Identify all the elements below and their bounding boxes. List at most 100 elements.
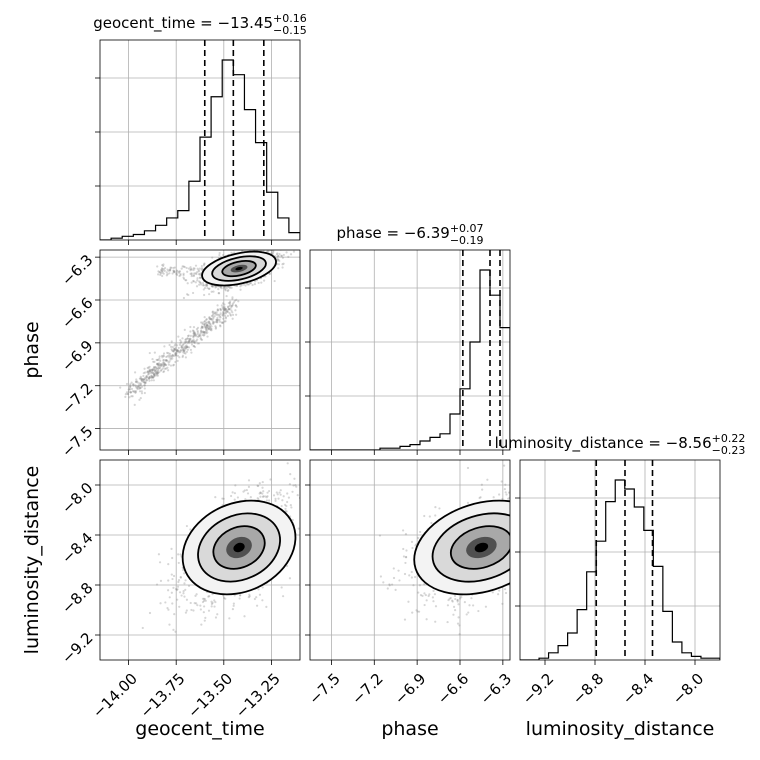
- scatter-point: [219, 286, 222, 289]
- scatter-point: [191, 329, 195, 332]
- scatter-point: [227, 306, 230, 309]
- scatter-point: [203, 331, 206, 334]
- scatter-point: [504, 491, 507, 494]
- scatter-point: [178, 343, 181, 346]
- scatter-point: [235, 284, 238, 288]
- scatter-point: [165, 271, 168, 274]
- scatter-point: [539, 528, 541, 530]
- scatter-point: [168, 343, 171, 347]
- scatter-point: [179, 339, 182, 342]
- scatter-point: [170, 266, 173, 269]
- scatter-point: [248, 283, 251, 286]
- scatter-point: [207, 324, 210, 327]
- scatter-point: [202, 330, 205, 334]
- scatter-point: [143, 367, 146, 370]
- scatter-point: [224, 316, 228, 319]
- scatter-point: [151, 369, 154, 372]
- scatter-point: [275, 253, 279, 256]
- scatter-point: [190, 341, 193, 344]
- scatter-point: [140, 392, 144, 395]
- scatter-point: [266, 235, 268, 237]
- scatter-point: [167, 589, 170, 592]
- scatter-point: [467, 611, 470, 614]
- scatter-point: [187, 339, 191, 343]
- scatter-point: [177, 335, 180, 338]
- scatter-point: [223, 303, 226, 306]
- scatter-point: [182, 348, 185, 352]
- scatter-point: [200, 330, 203, 333]
- scatter-point: [200, 330, 203, 333]
- scatter-point: [261, 599, 264, 602]
- scatter-point: [174, 352, 177, 355]
- scatter-point: [136, 388, 139, 391]
- scatter-point: [211, 284, 214, 288]
- scatter-point: [203, 323, 206, 327]
- scatter-point: [515, 513, 517, 515]
- scatter-point: [219, 285, 222, 289]
- scatter-point: [173, 348, 176, 351]
- scatter-point: [178, 270, 182, 273]
- scatter-point: [259, 491, 262, 494]
- scatter-point: [156, 372, 159, 375]
- scatter-point: [185, 346, 189, 349]
- scatter-point: [165, 363, 168, 367]
- scatter-point: [151, 368, 154, 372]
- scatter-point: [219, 307, 222, 311]
- scatter-point: [200, 268, 203, 271]
- scatter-point: [219, 308, 222, 311]
- scatter-point: [174, 347, 177, 350]
- scatter-point: [261, 480, 264, 484]
- scatter-point: [209, 318, 213, 321]
- scatter-point: [160, 269, 163, 272]
- scatter-point: [148, 376, 151, 379]
- scatter-point: [174, 360, 177, 364]
- scatter-point: [534, 470, 536, 472]
- scatter-point: [185, 609, 188, 612]
- scatter-point: [288, 577, 292, 580]
- scatter-point: [160, 270, 164, 273]
- scatter-point: [223, 308, 227, 311]
- scatter-point: [262, 279, 266, 282]
- scatter-point: [273, 279, 276, 283]
- scatter-point: [539, 565, 541, 567]
- scatter-point: [259, 495, 262, 498]
- scatter-point: [264, 495, 267, 498]
- scatter-point: [524, 541, 526, 543]
- scatter-point: [204, 328, 208, 331]
- scatter-point: [174, 354, 177, 357]
- scatter-point: [229, 494, 233, 498]
- scatter-point: [211, 311, 214, 314]
- scatter-point: [192, 336, 195, 339]
- scatter-point: [203, 286, 207, 290]
- scatter-point: [192, 280, 196, 283]
- scatter-point: [186, 348, 189, 351]
- scatter-point: [210, 318, 213, 321]
- scatter-point: [161, 363, 164, 366]
- scatter-point: [204, 599, 207, 602]
- scatter-point: [175, 272, 178, 276]
- scatter-point: [211, 256, 214, 259]
- scatter-point: [181, 355, 184, 359]
- scatter-point: [289, 504, 292, 507]
- scatter-point: [178, 356, 181, 359]
- scatter-point: [206, 325, 209, 328]
- scatter-point: [457, 603, 460, 606]
- scatter-point: [270, 252, 274, 255]
- scatter-point: [217, 314, 220, 317]
- scatter-point: [432, 589, 435, 592]
- scatter-point: [152, 368, 156, 371]
- scatter-point: [205, 327, 208, 331]
- scatter-point: [183, 351, 186, 355]
- scatter-point: [205, 323, 209, 327]
- scatter-point: [255, 596, 258, 599]
- scatter-point: [183, 595, 186, 598]
- scatter-point: [202, 288, 205, 291]
- scatter-point: [150, 370, 153, 374]
- scatter-point: [226, 309, 229, 312]
- scatter-point: [153, 369, 156, 373]
- scatter-point: [206, 331, 209, 334]
- scatter-point: [478, 496, 481, 500]
- scatter-point: [255, 604, 259, 607]
- scatter-point: [142, 374, 145, 378]
- scatter-point: [176, 350, 179, 353]
